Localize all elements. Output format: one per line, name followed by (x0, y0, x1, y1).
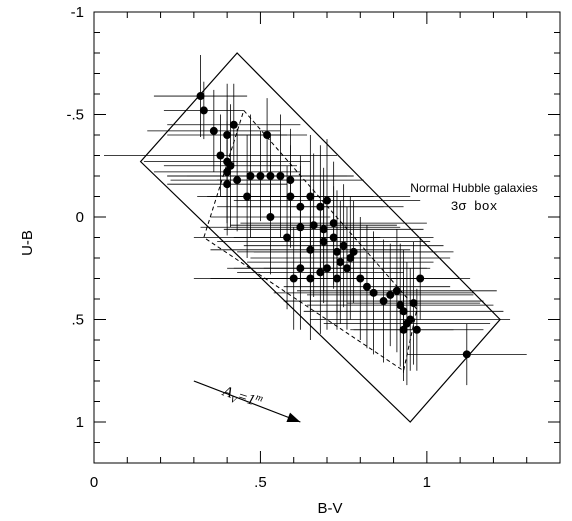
data-point (349, 247, 358, 256)
data-point (316, 202, 325, 211)
data-point (332, 274, 341, 283)
data-point (329, 219, 338, 228)
data-point (306, 274, 315, 283)
data-point (286, 192, 295, 201)
y-tick-label: .5 (71, 312, 84, 329)
data-point (296, 264, 305, 273)
data-point (356, 274, 365, 283)
data-point (416, 274, 425, 283)
data-point (246, 172, 255, 180)
data-point (283, 233, 292, 242)
data-point (296, 202, 305, 211)
data-point (256, 172, 265, 180)
data-point (223, 131, 232, 139)
reddening-vector-label: AV=1m (219, 381, 265, 414)
box-1sigma (203, 109, 418, 372)
y-tick-label: 0 (76, 209, 84, 226)
y-tick-label: -1 (71, 4, 84, 21)
data-point (339, 241, 348, 250)
data-point (412, 325, 421, 334)
vector-arrowhead (286, 412, 301, 422)
data-point (233, 176, 242, 185)
data-point (216, 151, 225, 160)
y-tick-label: -.5 (66, 107, 84, 124)
data-point (342, 264, 351, 273)
data-point (306, 192, 315, 201)
vector-shaft (193, 380, 301, 423)
data-point (409, 299, 418, 308)
data-point (209, 126, 218, 135)
data-point (196, 92, 205, 101)
data-point (399, 307, 408, 316)
hubble-boxes (139, 52, 501, 423)
data-point (336, 258, 345, 267)
data-point (266, 172, 275, 180)
x-tick-label: 0 (90, 474, 98, 491)
data-point (392, 286, 401, 295)
box-label-line2: 3σ box (451, 199, 498, 214)
data-point (223, 167, 232, 176)
data-point (319, 225, 328, 234)
data-point (329, 233, 338, 242)
data-point (223, 180, 232, 189)
data-point (276, 172, 285, 180)
data-point (229, 120, 238, 129)
axis-ticks (93, 11, 561, 464)
data-point (199, 106, 208, 115)
data-point (369, 288, 378, 297)
tick-labels: 0 .5 1 -1 -.5 0 .5 1 (66, 4, 431, 491)
error-bars (103, 55, 527, 386)
x-axis-label: B-V (317, 500, 342, 517)
data-point (406, 315, 415, 324)
y-axis-label: U-B (19, 230, 36, 256)
data-point (379, 297, 388, 306)
box-3sigma (139, 52, 501, 423)
data-point (396, 301, 405, 310)
data-point (263, 131, 272, 139)
box-label-line1: Normal Hubble galaxies (410, 181, 537, 195)
data-point (306, 245, 315, 254)
x-tick-label: .5 (254, 474, 267, 491)
data-point (266, 213, 275, 221)
data-point (309, 221, 318, 230)
data-point (462, 350, 471, 359)
data-point (362, 282, 371, 291)
data-point (296, 223, 305, 232)
y-tick-label: 1 (76, 414, 84, 431)
data-point (399, 325, 408, 334)
data-point (346, 254, 355, 262)
data-point (386, 290, 395, 299)
data-point (319, 237, 328, 246)
data-points (196, 92, 471, 359)
data-point (323, 264, 331, 273)
data-point (332, 247, 341, 256)
data-point (243, 192, 252, 201)
x-tick-label: 1 (423, 474, 431, 491)
data-point (226, 161, 235, 170)
reddening-vector (193, 380, 301, 423)
data-point (286, 176, 295, 185)
data-point (316, 268, 325, 277)
data-point (289, 274, 298, 283)
data-point (323, 196, 331, 205)
